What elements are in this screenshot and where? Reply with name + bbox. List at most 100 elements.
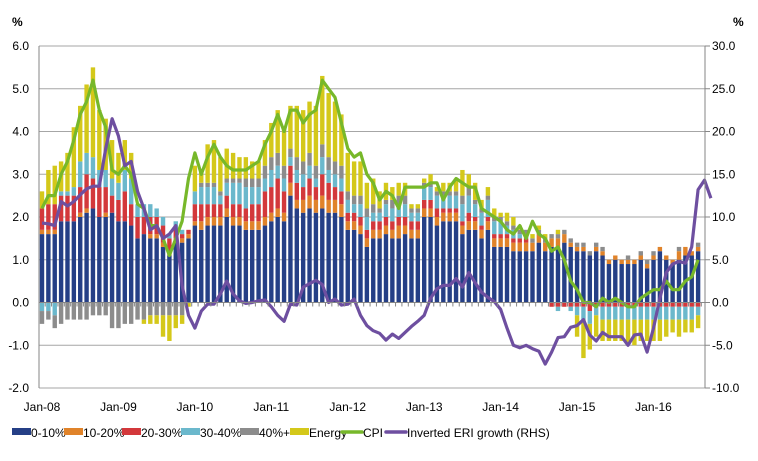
- legend-item: 30-40%: [181, 426, 242, 440]
- bar-segment-0-10-: [224, 217, 229, 303]
- bar-segment-energy: [326, 93, 331, 158]
- bar-segment-30-40-: [39, 302, 45, 312]
- bar-segment-10-20-: [294, 199, 299, 209]
- bar-segment-20-30-: [313, 187, 319, 200]
- bar-segment-30-40-: [466, 195, 471, 213]
- bar-segment-0-10-: [97, 217, 102, 303]
- bar-segment-10-20-: [492, 238, 497, 247]
- bar-segment-40-: [498, 217, 503, 222]
- bar-segment-0-10-: [320, 208, 325, 303]
- bar-segment-40-: [651, 251, 656, 256]
- bar-segment-30-40-: [479, 212, 484, 226]
- bar-segment-30-40-: [428, 187, 433, 200]
- bar-segment-0-10-: [128, 225, 134, 303]
- bar-segment-30-40-: [460, 204, 465, 222]
- bar-segment-energy: [390, 187, 395, 200]
- bar-segment-0-10-: [511, 251, 516, 303]
- bar-segment-30-40-: [224, 182, 229, 196]
- bar-segment-30-40-: [250, 187, 255, 205]
- bar-segment-30-40-: [390, 208, 395, 222]
- bar-segment-10-20-: [428, 208, 433, 217]
- bar-segment-20-30-: [383, 217, 389, 226]
- bar-segment-0-10-: [364, 246, 370, 303]
- bar-segment-energy: [250, 161, 255, 179]
- legend-label: 30-40%: [200, 426, 242, 440]
- bar-segment-20-30-: [549, 302, 554, 307]
- legend-label: 10-20%: [83, 426, 125, 440]
- bar-segment-energy: [625, 319, 631, 346]
- bar-segment-30-40-: [689, 306, 694, 320]
- bar-segment-30-40-: [148, 204, 153, 217]
- bar-segment-30-40-: [670, 306, 675, 320]
- bar-segment-10-20-: [523, 242, 529, 252]
- bar-segment-30-40-: [351, 204, 357, 213]
- bar-segment-30-40-: [199, 187, 204, 205]
- bar-segment-20-30-: [186, 229, 191, 235]
- bar-segment-30-40-: [600, 306, 605, 320]
- bar-segment-0-10-: [383, 234, 389, 303]
- bar-segment-energy: [530, 234, 535, 239]
- bar-segment-40-: [256, 178, 261, 188]
- bar-segment-0-10-: [638, 259, 643, 303]
- bar-segment-10-20-: [377, 229, 382, 239]
- bar-segment-30-40-: [345, 199, 350, 213]
- bar-segment-40-: [587, 251, 593, 256]
- bar-segment-energy: [148, 315, 153, 324]
- bar-segment-10-20-: [256, 221, 261, 230]
- bar-segment-40-: [574, 242, 580, 247]
- bar-segment-energy: [167, 315, 172, 341]
- bar-segment-20-30-: [511, 238, 516, 243]
- legend-label: Inverted ERI growth (RHS): [407, 426, 550, 440]
- bar-segment-0-10-: [46, 234, 51, 303]
- bar-segment-30-40-: [326, 169, 331, 183]
- left-axis-unit: %: [12, 15, 23, 29]
- x-tick-label: Jan-09: [100, 400, 137, 414]
- bar-segment-30-40-: [632, 306, 637, 320]
- bar-segment-40-: [600, 246, 605, 252]
- bar-segment-0-10-: [402, 234, 408, 303]
- bar-segment-20-30-: [122, 191, 128, 222]
- bar-segment-0-10-: [428, 217, 433, 303]
- bar-segment-10-20-: [504, 238, 510, 247]
- bar-segment-10-20-: [358, 225, 363, 235]
- bar-segment-10-20-: [371, 229, 376, 239]
- bar-segment-energy: [676, 319, 682, 337]
- bar-segment-30-40-: [568, 306, 573, 312]
- bar-segment-20-30-: [179, 234, 185, 239]
- bar-segment-40-: [549, 234, 554, 239]
- bar-segment-energy: [52, 165, 57, 205]
- bar-segment-20-30-: [332, 187, 338, 200]
- bar-segment-10-20-: [549, 238, 554, 247]
- bar-segment-40-: [288, 148, 293, 158]
- bar-segment-energy: [237, 157, 242, 179]
- bar-segment-energy: [492, 208, 497, 217]
- bar-segment-energy: [345, 152, 350, 192]
- bar-segment-0-10-: [549, 246, 554, 303]
- bar-segment-30-40-: [128, 178, 134, 205]
- bar-segment-0-10-: [536, 242, 542, 303]
- bar-segment-0-10-: [523, 251, 529, 303]
- bar-segment-40-: [58, 302, 64, 324]
- bar-segment-40-: [307, 152, 312, 166]
- bar-segment-0-10-: [199, 229, 204, 303]
- bar-segment-20-30-: [695, 302, 701, 307]
- bar-segment-40-: [530, 238, 535, 243]
- x-tick-label: Jan-16: [635, 400, 672, 414]
- bar-segment-20-30-: [326, 182, 331, 200]
- legend-item: 20-30%: [122, 426, 183, 440]
- bar-segment-energy: [281, 127, 287, 166]
- bar-segment-20-30-: [90, 178, 96, 209]
- bar-segment-0-10-: [606, 264, 612, 303]
- bar-segment-40-: [179, 302, 185, 316]
- legend-item: Energy: [290, 426, 347, 440]
- bar-segment-40-: [237, 178, 242, 183]
- bar-segment-20-30-: [52, 204, 57, 230]
- bar-segment-energy: [320, 75, 325, 145]
- bar-segment-0-10-: [351, 229, 357, 303]
- bar-segment-10-20-: [644, 264, 650, 269]
- legend-swatch: [122, 428, 141, 435]
- bar-segment-10-20-: [613, 255, 618, 260]
- bar-segment-40-: [351, 195, 357, 205]
- bar-segment-30-40-: [664, 306, 669, 320]
- bar-segment-10-20-: [466, 221, 471, 230]
